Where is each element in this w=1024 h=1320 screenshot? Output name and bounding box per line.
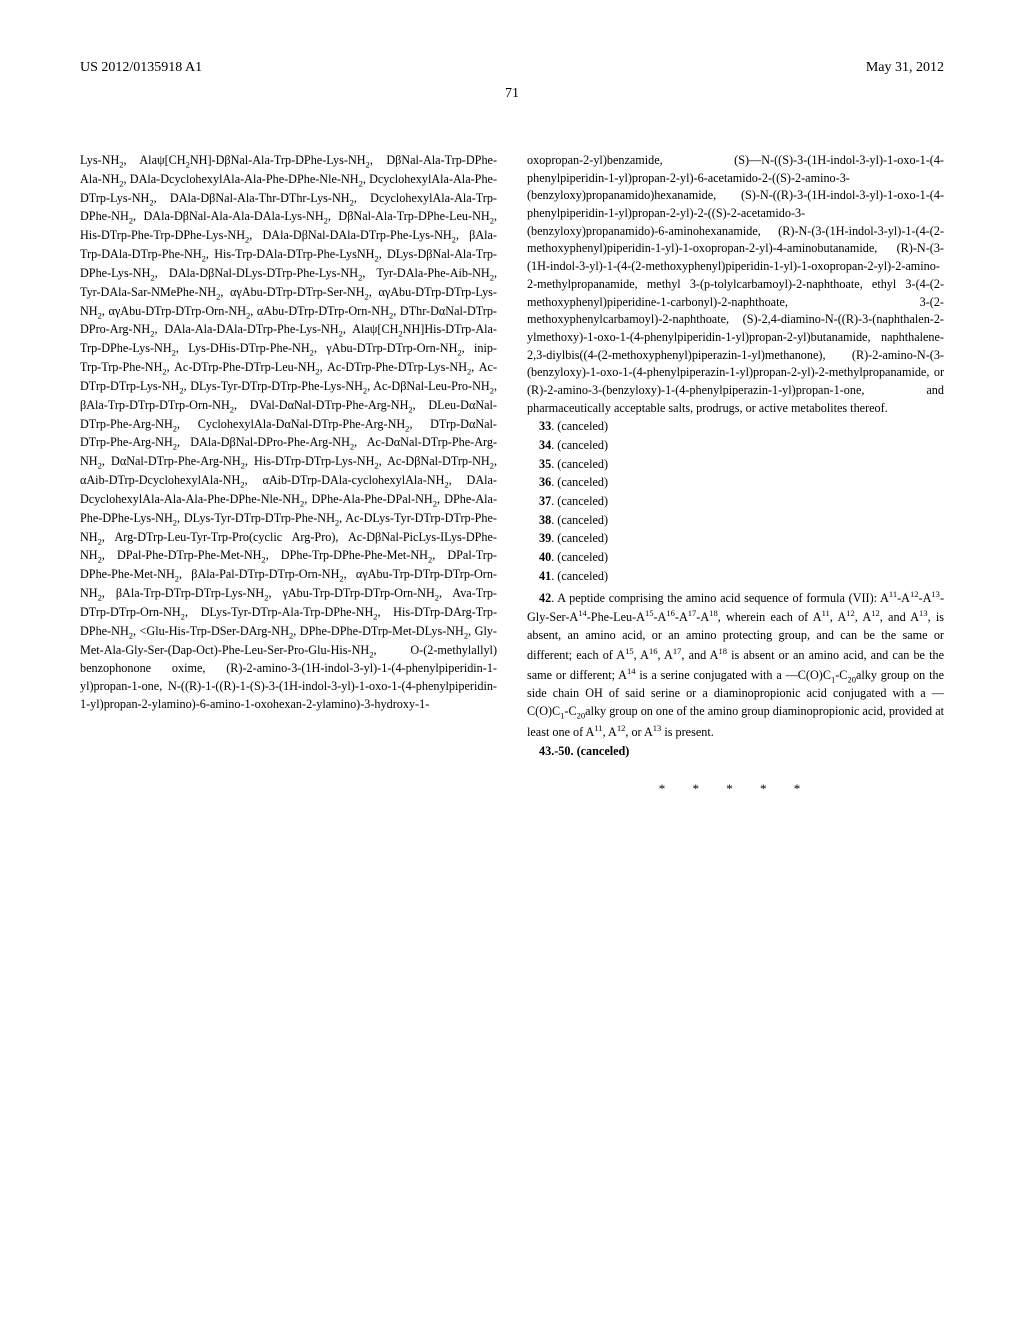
canceled-claim-number: 35 xyxy=(539,457,551,471)
claim-number: 42 xyxy=(539,591,551,605)
canceled-claim: 33. (canceled) xyxy=(527,418,944,436)
two-column-body: Lys-NH2, Alaψ[CH2NH]-DβNal-Ala-Trp-DPhe-… xyxy=(80,152,944,799)
canceled-claim: 40. (canceled) xyxy=(527,549,944,567)
canceled-claim: 35. (canceled) xyxy=(527,456,944,474)
publication-date: May 31, 2012 xyxy=(866,60,944,76)
canceled-label: . (canceled) xyxy=(551,475,608,489)
right-column: oxopropan-2-yl)benzamide, (S)—N-((S)-3-(… xyxy=(527,152,944,799)
canceled-claim-number: 36 xyxy=(539,475,551,489)
page-number: 71 xyxy=(80,86,944,102)
canceled-label: . (canceled) xyxy=(551,419,608,433)
canceled-claim-number: 33 xyxy=(539,419,551,433)
canceled-claim-number: 40 xyxy=(539,550,551,564)
canceled-claim-number: 41 xyxy=(539,569,551,583)
canceled-label: . (canceled) xyxy=(551,531,608,545)
canceled-claim: 37. (canceled) xyxy=(527,493,944,511)
canceled-label: . (canceled) xyxy=(551,457,608,471)
page-header: US 2012/0135918 A1 May 31, 2012 xyxy=(80,60,944,76)
claims-43-50-canceled: 43.-50. (canceled) xyxy=(527,743,944,761)
patent-page: US 2012/0135918 A1 May 31, 2012 71 Lys-N… xyxy=(0,0,1024,1320)
publication-number: US 2012/0135918 A1 xyxy=(80,60,202,76)
claim-42: 42. A peptide comprising the amino acid … xyxy=(527,588,944,742)
canceled-label: . (canceled) xyxy=(551,550,608,564)
left-column: Lys-NH2, Alaψ[CH2NH]-DβNal-Ala-Trp-DPhe-… xyxy=(80,152,497,799)
canceled-claim: 38. (canceled) xyxy=(527,512,944,530)
canceled-claim: 34. (canceled) xyxy=(527,437,944,455)
canceled-claim: 36. (canceled) xyxy=(527,474,944,492)
claim-continuation-text: Lys-NH2, Alaψ[CH2NH]-DβNal-Ala-Trp-DPhe-… xyxy=(80,152,497,713)
canceled-claim-number: 39 xyxy=(539,531,551,545)
end-stars: * * * * * xyxy=(527,780,944,799)
canceled-claim: 41. (canceled) xyxy=(527,568,944,586)
claim-continuation-text-right: oxopropan-2-yl)benzamide, (S)—N-((S)-3-(… xyxy=(527,152,944,417)
canceled-claim-number: 38 xyxy=(539,513,551,527)
canceled-label: . (canceled) xyxy=(551,513,608,527)
canceled-label: . (canceled) xyxy=(551,438,608,452)
canceled-claim-number: 34 xyxy=(539,438,551,452)
canceled-label: . (canceled) xyxy=(551,494,608,508)
canceled-claims-block: 33. (canceled)34. (canceled)35. (cancele… xyxy=(527,418,944,585)
canceled-claim: 39. (canceled) xyxy=(527,530,944,548)
canceled-range: 43.-50. (canceled) xyxy=(539,744,629,758)
claim-42-text: . A peptide comprising the amino acid se… xyxy=(527,591,944,739)
canceled-claim-number: 37 xyxy=(539,494,551,508)
canceled-label: . (canceled) xyxy=(551,569,608,583)
